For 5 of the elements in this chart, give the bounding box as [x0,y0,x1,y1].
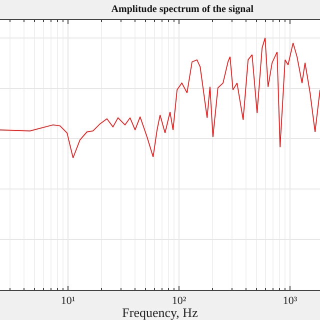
x-axis-title: Frequency, Hz [122,305,198,320]
x-tick-label: 10¹ [60,295,76,308]
chart-title: Amplitude spectrum of the signal [111,4,254,15]
x-tick-label: 10² [172,295,187,308]
x-tick-label: 10³ [282,295,298,308]
